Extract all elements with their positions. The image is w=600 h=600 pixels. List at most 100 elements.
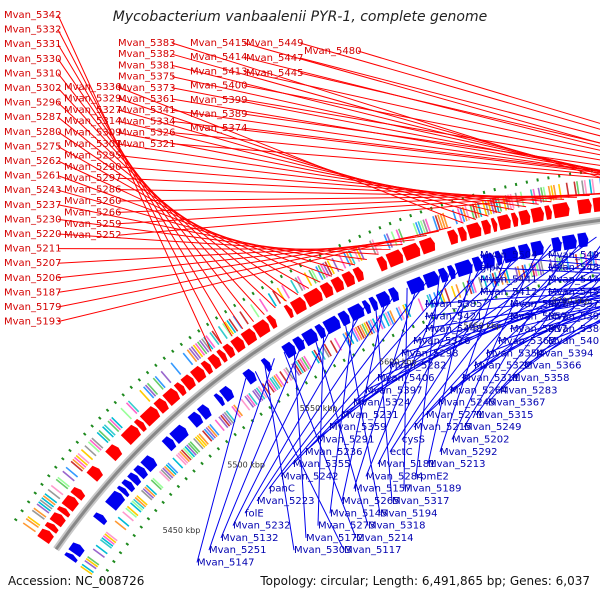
cog-category-bar: [221, 413, 233, 426]
gene-label-reverse: Mvan_5132: [221, 533, 278, 544]
callout-line-forward: [299, 42, 600, 130]
cog-category-bar: [382, 313, 390, 327]
gene-label-reverse: Mvan_5366: [524, 361, 581, 372]
cog-category-bar: [591, 178, 595, 195]
gene-label-forward: Mvan_5237: [4, 200, 61, 211]
cog-category-bar: [535, 261, 540, 276]
gene-label-reverse: cysS: [402, 435, 425, 446]
gene-label-forward: Mvan_5207: [4, 258, 61, 269]
gene-label-forward: Mvan_5220: [4, 229, 61, 240]
callout-line-reverse: [424, 294, 600, 317]
reverse-gene-arrow: [292, 336, 306, 352]
cog-category-bar: [36, 503, 50, 514]
cog-category-bar: [175, 454, 187, 466]
cog-category-bar: [426, 294, 433, 309]
cog-category-bar: [414, 222, 422, 237]
cog-category-bar: [125, 402, 138, 415]
cog-category-bar: [160, 469, 172, 481]
cog-category-bar: [246, 394, 256, 407]
cog-category-bar: [514, 192, 520, 208]
cog-category-bar: [390, 231, 398, 246]
callout-line-forward: [117, 86, 464, 224]
cog-category-bar: [521, 265, 527, 279]
cog-category-bar: [41, 497, 55, 508]
cog-category-bar: [397, 306, 405, 320]
cog-category-bar: [218, 416, 229, 429]
cog-category-bar: [540, 260, 545, 275]
callout-line-forward: [117, 97, 477, 220]
cog-category-bar: [114, 520, 127, 531]
gene-label-forward: Mvan_5329: [64, 93, 121, 104]
cog-category-bar: [194, 436, 206, 448]
callout-line-reverse: [232, 322, 335, 526]
callout-line-forward: [57, 58, 244, 330]
cog-category-bar: [84, 445, 97, 457]
gene-label-reverse: Mvan_5458: [548, 287, 600, 298]
callout-line-forward: [299, 57, 600, 137]
cog-category-bar: [167, 462, 179, 474]
cog-category-bar: [70, 460, 84, 472]
cog-category-bar: [150, 479, 162, 491]
gene-label-reverse: Mvan_5264: [450, 385, 507, 396]
gene-label-reverse: Mvan_5215: [414, 422, 471, 433]
gene-label-forward: Mvan_5280: [4, 127, 61, 138]
cog-category-bar: [290, 279, 299, 294]
gene-label-reverse: Mvan_5401: [548, 336, 600, 347]
cog-category-bar: [196, 434, 208, 447]
gene-label-forward: Mvan_5480: [304, 46, 361, 57]
cog-category-bar: [258, 298, 269, 313]
cog-category-bar: [437, 214, 444, 230]
cog-category-bar: [102, 535, 115, 546]
cog-category-bar: [190, 346, 202, 359]
forward-gene-arrow: [330, 276, 345, 293]
tick-label: 5650 kbp: [464, 321, 502, 330]
cog-category-bar: [186, 349, 198, 363]
cog-category-bar: [311, 350, 320, 364]
cog-category-bar: [220, 414, 231, 427]
reverse-gene-arrow: [481, 252, 495, 269]
reverse-gene-arrow: [127, 472, 142, 486]
forward-gene-arrow: [61, 495, 79, 512]
callout-line-reverse: [329, 311, 355, 514]
cog-category-bar: [142, 488, 155, 499]
cog-category-bar: [105, 531, 118, 542]
gene-label-forward: Mvan_5301: [64, 139, 121, 150]
gene-label-reverse: Mvan_5376: [548, 299, 600, 310]
reverse-gene-arrow: [121, 479, 136, 493]
forward-gene-arrow: [86, 465, 103, 482]
cog-category-bar: [193, 437, 204, 450]
cog-category-bar: [576, 181, 580, 197]
cog-category-bar: [196, 341, 208, 355]
cog-category-bar: [96, 431, 109, 444]
tick-label: 5500 kbp: [227, 461, 265, 470]
gene-label-reverse: Mvan_5251: [209, 545, 266, 556]
gene-label-forward: Mvan_5261: [4, 171, 61, 182]
forward-gene-arrow: [37, 528, 54, 544]
cog-category-bar: [338, 254, 347, 269]
forward-gene-arrow: [385, 249, 404, 268]
cog-category-bar: [198, 339, 210, 353]
forward-gene-arrow: [207, 353, 222, 370]
gene-label-forward: Mvan_5445: [246, 68, 303, 79]
forward-gene-arrow: [240, 328, 258, 346]
callout-line-reverse: [509, 307, 600, 330]
cog-category-bar: [131, 500, 144, 511]
cog-category-bar: [386, 311, 395, 325]
cog-category-bar: [424, 218, 432, 234]
callout-line-forward: [117, 193, 600, 236]
cog-category-bar: [139, 389, 151, 402]
cog-category-bar: [223, 411, 234, 424]
gene-label-reverse: Mvan_5249: [464, 422, 521, 433]
reverse-gene-arrow: [561, 234, 577, 251]
cog-category-bar: [573, 181, 578, 197]
gene-label-reverse: Mvan_5355: [293, 459, 350, 470]
cog-category-bar: [126, 505, 139, 517]
cog-category-bar: [98, 429, 111, 442]
callout-line-reverse: [479, 279, 600, 282]
cog-category-bar: [367, 320, 376, 334]
callout-line-forward: [57, 73, 254, 323]
cog-category-bar: [239, 311, 249, 325]
callout-line-reverse: [479, 254, 600, 266]
forward-gene-arrow: [552, 202, 570, 219]
forward-gene-arrow: [376, 256, 388, 272]
